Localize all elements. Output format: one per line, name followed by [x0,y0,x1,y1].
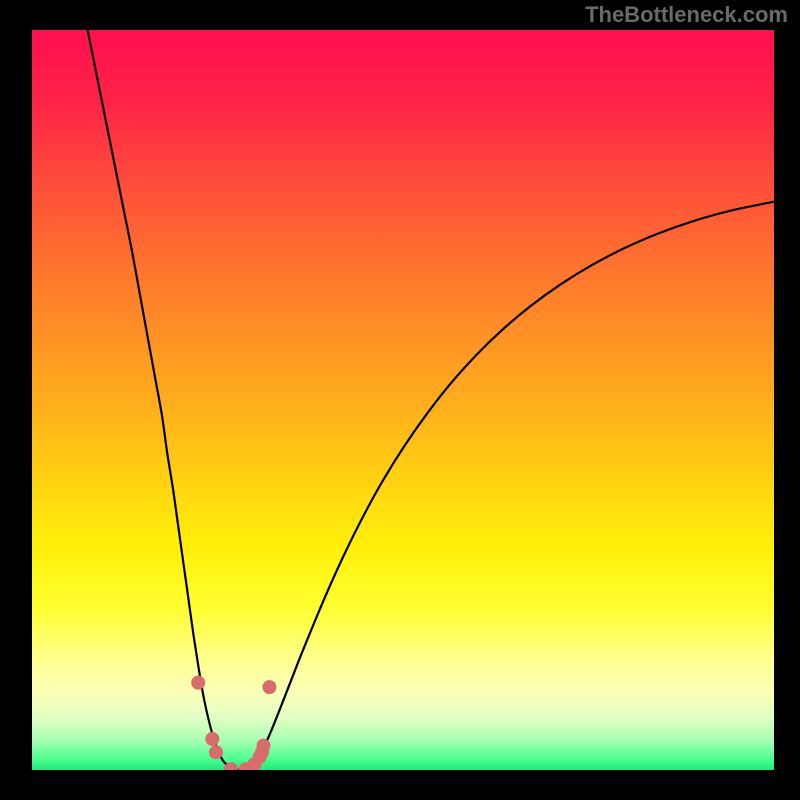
gradient-background [32,30,774,770]
plot-area [32,30,774,770]
marker-point [257,739,270,752]
chart-svg [32,30,774,770]
marker-point [210,746,223,759]
watermark-text: TheBottleneck.com [585,2,788,28]
marker-point [263,681,276,694]
marker-point [192,676,205,689]
chart-container: TheBottleneck.com [0,0,800,800]
marker-point [206,732,219,745]
